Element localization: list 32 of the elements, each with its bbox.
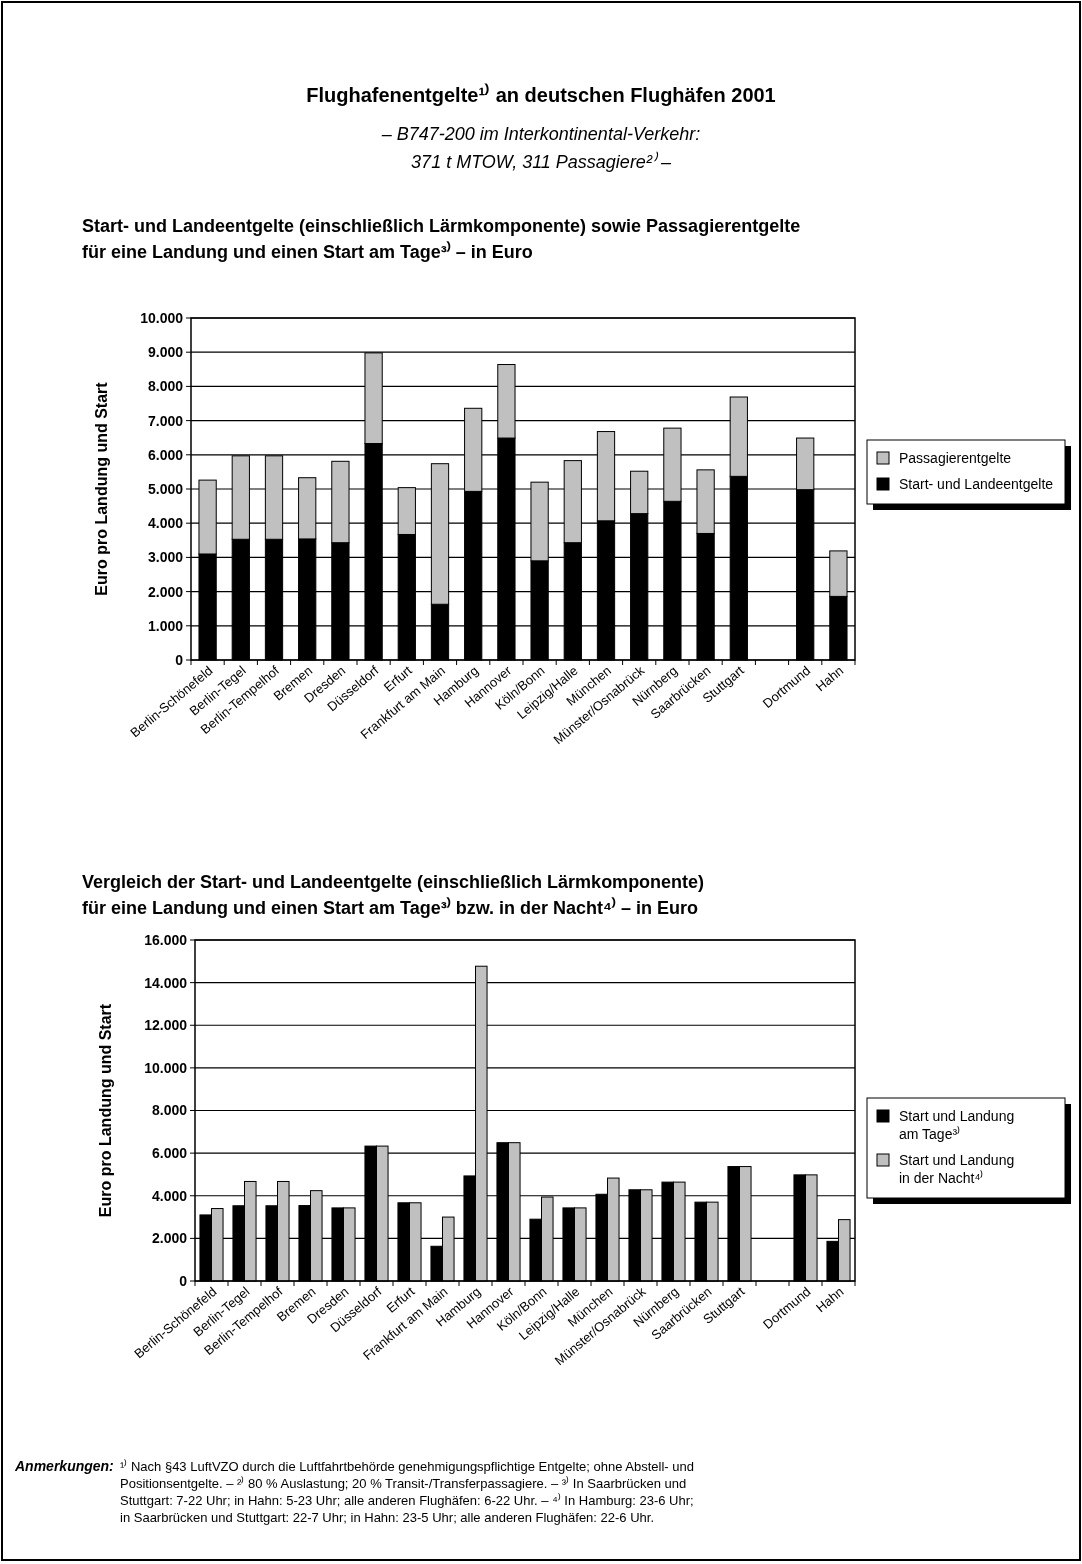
y-tick-label: 9.000 — [147, 344, 184, 361]
y-tick-label: 3.000 — [147, 549, 184, 566]
legend-label: Start- und Landeentgelte — [899, 476, 1054, 492]
y-tick-label: 8.000 — [147, 378, 184, 395]
y-tick-label: 6.000 — [151, 1145, 188, 1162]
y-tick-label: 7.000 — [147, 412, 184, 429]
legend-label: Passagierentgelte — [899, 450, 1012, 466]
y-tick-label: 8.000 — [151, 1102, 188, 1119]
y-tick-label: 5.000 — [147, 480, 184, 497]
chart-subtitle: – B747-200 im Interkontinental-Verkehr: 371 t MTOW, 311 Passagiere²⁾ – — [380, 124, 701, 172]
y-tick-label: 1.000 — [147, 617, 184, 634]
chart-title: Flughafenentgelte¹⁾ an deutschen Flughäfen 2001 — [306, 83, 776, 106]
legend-label: Start und Landung in der Nacht⁴⁾ — [899, 1152, 1015, 1186]
y-tick-label: 10.000 — [144, 1059, 188, 1076]
y-tick-label: 2.000 — [151, 1230, 188, 1247]
y-tick-label: 2.000 — [147, 583, 184, 600]
text: ¹⁾ Nach §43 LuftVZO durch die Luftfahrtbehörde genehmigungspflichtige Entgelte; ohne Abstell- und Positionsentgelte. – ²⁾ 80 % Auslastung; 20 % Transit-/Transferpassagiere. – ³⁾ In Saarbrücken und Stuttgart: 7-22 Uhr; in Hahn: 5-23 Uhr; alle anderen Flughäfen: 6-22 Uhr. – ⁴⁾ In Hamburg: 23-6 Uhr; in Saarbrücken und Stuttgart: 22-7 Uhr; in Hahn: 23-5 Uhr; alle anderen Flughäfen: 22-6 Uhr. — [120, 1459, 694, 1525]
y-tick-label: 14.000 — [144, 974, 188, 991]
y-tick-label: 12.000 — [144, 1017, 188, 1034]
y-axis-title: Euro pro Landung und Start — [97, 1003, 114, 1218]
y-axis-title: Euro pro Landung und Start — [93, 381, 110, 596]
y-tick-label: 0 — [179, 1272, 188, 1289]
text: Start- und Landeentgelte (einschließlich Lärmkomponente) sowie Passagierentgelte für eine Landung und einen Start am Tage³⁾ – in Euro — [82, 216, 801, 262]
y-tick-label: 10.000 — [140, 309, 184, 326]
text: Anmerkungen: — [14, 1458, 114, 1474]
y-tick-label: 4.000 — [151, 1187, 188, 1204]
y-tick-label: 16.000 — [144, 931, 188, 948]
chart-title: Vergleich der Start- und Landeentgelte (einschließlich Lärmkomponente) für eine Landung und einen Start am Tage³⁾ bzw. in der Nacht⁴⁾ – in Euro — [82, 872, 705, 918]
y-tick-label: 4.000 — [147, 515, 184, 532]
legend-label: Start und Landung am Tage³⁾ — [899, 1108, 1015, 1142]
y-tick-label: 6.000 — [147, 446, 184, 463]
y-tick-label: 0 — [175, 651, 184, 668]
